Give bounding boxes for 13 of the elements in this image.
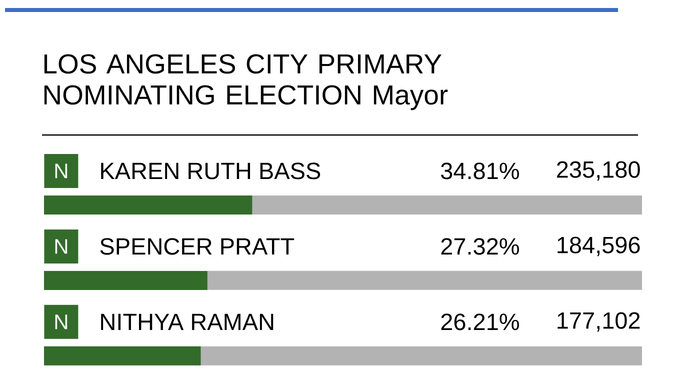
- y-tick-label: KAREN RUTH BASS: [101, 162, 320, 180]
- data-label: 27.32%: [441, 238, 519, 255]
- y-tick-label: NITHYA RAMAN: [101, 314, 274, 330]
- annotation: 177,102: [558, 312, 640, 332]
- annotation: 235,180: [557, 161, 640, 181]
- annotation: N: [55, 239, 68, 254]
- annotation: 184,596: [558, 236, 640, 256]
- chart-title: LOS ANGELES CITY PRIMARY NOMINATING ELECTION Mayor: [44, 54, 448, 110]
- annotation: N: [55, 314, 68, 330]
- annotation: N: [55, 164, 68, 178]
- y-tick-label: SPENCER PRATT: [100, 238, 294, 255]
- data-label: 26.21%: [441, 314, 519, 330]
- data-label: 34.81%: [441, 162, 519, 180]
